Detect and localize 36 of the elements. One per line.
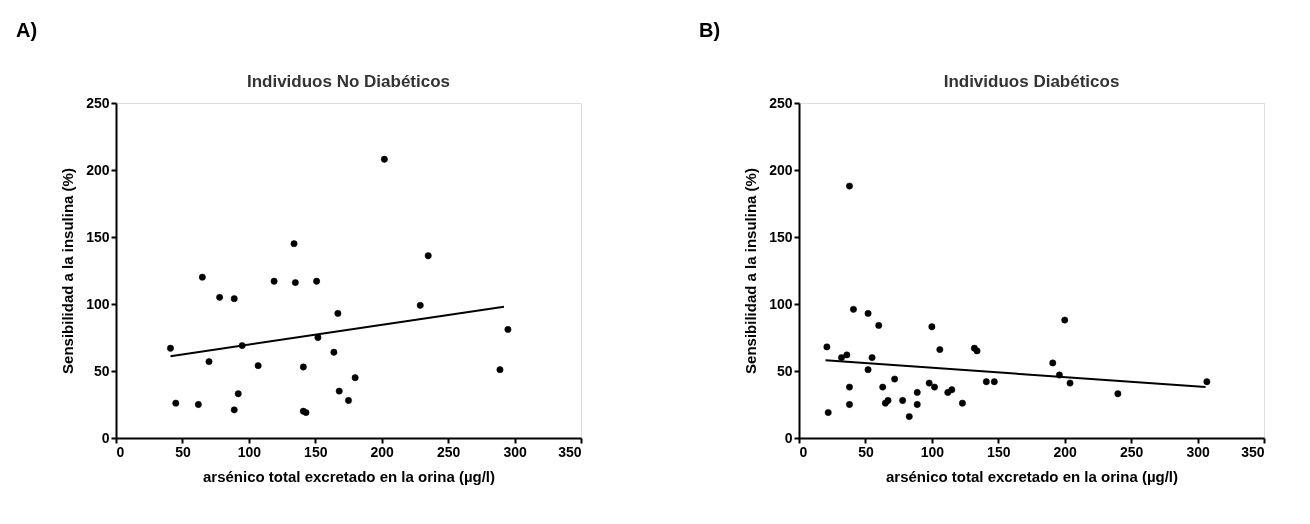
y-tick-label: 200 — [769, 161, 793, 178]
x-tick-label: 250 — [1119, 443, 1144, 460]
x-tick-label: 0 — [116, 443, 125, 460]
y-tick-label: 150 — [769, 228, 793, 245]
x-tick-label: 150 — [304, 443, 328, 460]
x-tick-label: 250 — [436, 443, 461, 460]
x-tick-label: 50 — [858, 443, 874, 460]
y-tick-label: 50 — [776, 362, 793, 379]
chart-title: Individuos No Diabéticos — [246, 72, 451, 91]
y-tick-label: 0 — [784, 429, 793, 446]
x-tick-label: 350 — [558, 443, 582, 460]
y-tick-label: 0 — [101, 429, 110, 446]
x-tick-label: 300 — [503, 443, 527, 460]
y-tick-label: 100 — [769, 295, 793, 312]
x-tick-label: 0 — [799, 443, 808, 460]
x-tick-label: 50 — [175, 443, 191, 460]
x-tick-label: 200 — [1053, 443, 1078, 460]
x-tick-label: 100 — [237, 443, 262, 460]
x-tick-label: 300 — [1186, 443, 1210, 460]
x-axis-title: arsénico total excretado en la orina (µg/l) — [202, 467, 496, 485]
text: A) — [16, 19, 38, 41]
chart-title: Individuos Diabéticos — [943, 72, 1120, 91]
text: B) — [699, 19, 721, 41]
y-tick-label: 250 — [769, 94, 793, 111]
y-axis-title: Sensibilidad a la insulina (%) — [742, 168, 760, 374]
y-tick-label: 200 — [86, 161, 110, 178]
x-tick-label: 350 — [1241, 443, 1265, 460]
y-tick-label: 150 — [86, 228, 110, 245]
x-tick-label: 100 — [920, 443, 945, 460]
x-tick-label: 150 — [987, 443, 1011, 460]
y-axis-title: Sensibilidad a la insulina (%) — [59, 168, 77, 374]
x-tick-label: 200 — [370, 443, 395, 460]
y-tick-label: 100 — [86, 295, 110, 312]
x-axis-title: arsénico total excretado en la orina (µg/l) — [885, 467, 1179, 485]
y-tick-label: 50 — [93, 362, 110, 379]
y-tick-label: 250 — [86, 94, 110, 111]
